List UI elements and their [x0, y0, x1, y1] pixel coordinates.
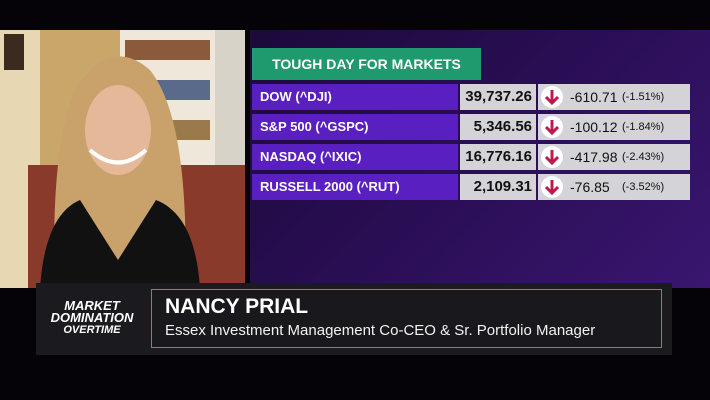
- board-title: TOUGH DAY FOR MARKETS: [252, 48, 481, 80]
- market-row: S&P 500 (^GSPC) 5,346.56 -100.12 (-1.84%): [252, 114, 690, 140]
- index-name: NASDAQ (^IXIC): [252, 144, 458, 170]
- point-change: -610.71: [570, 89, 618, 105]
- guest-title: Essex Investment Management Co-CEO & Sr.…: [165, 322, 596, 339]
- video-scene: [0, 30, 245, 288]
- market-row: DOW (^DJI) 39,737.26 -610.71 (-1.51%): [252, 84, 690, 110]
- logo-word: DOMINATION: [50, 310, 134, 325]
- index-name: S&P 500 (^GSPC): [252, 114, 458, 140]
- index-price: 39,737.26: [460, 84, 536, 110]
- down-arrow: [541, 146, 563, 168]
- change-cell: -76.85 (-3.52%): [538, 174, 690, 200]
- point-change: -76.85: [570, 179, 610, 195]
- percent-change: (-1.84%): [622, 121, 665, 133]
- change-cell: -100.12 (-1.84%): [538, 114, 690, 140]
- change-cell: -417.98 (-2.43%): [538, 144, 690, 170]
- show-logo: MARKET DOMINATION OVERTIME: [40, 298, 144, 336]
- percent-change: (-2.43%): [622, 151, 665, 163]
- down-arrow: [541, 116, 563, 138]
- down-arrow: [541, 176, 563, 198]
- market-row: NASDAQ (^IXIC) 16,776.16 -417.98 (-2.43%): [252, 144, 690, 170]
- index-price: 5,346.56: [460, 114, 536, 140]
- point-change: -100.12: [570, 119, 618, 135]
- name-box: [151, 289, 662, 348]
- index-price: 2,109.31: [460, 174, 536, 200]
- index-name: DOW (^DJI): [252, 84, 458, 110]
- down-arrow: [541, 86, 563, 108]
- point-change: -417.98: [570, 149, 618, 165]
- market-row: RUSSELL 2000 (^RUT) 2,109.31 -76.85 (-3.52%…: [252, 174, 690, 200]
- logo-word: MARKET: [64, 298, 120, 313]
- index-name: RUSSELL 2000 (^RUT): [252, 174, 458, 200]
- percent-change: (-3.52%): [622, 181, 665, 193]
- logo-word: OVERTIME: [63, 324, 121, 336]
- index-price: 16,776.16: [460, 144, 536, 170]
- percent-change: (-1.51%): [622, 91, 665, 103]
- guest-name: NANCY PRIAL: [165, 295, 309, 318]
- change-cell: -610.71 (-1.51%): [538, 84, 690, 110]
- guest-video: [0, 30, 245, 288]
